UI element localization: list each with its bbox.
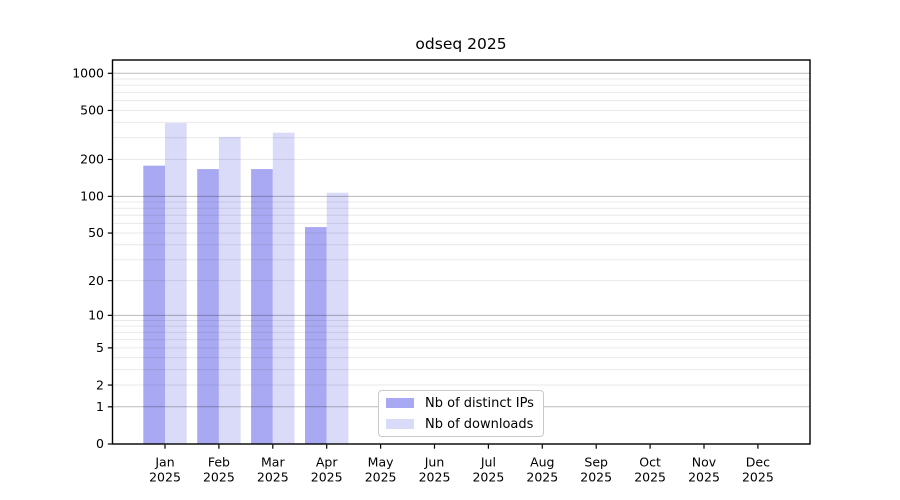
x-tick-label-year: 2025 [311, 470, 343, 485]
y-tick-label: 500 [80, 103, 104, 118]
y-tick-label: 10 [88, 308, 104, 323]
bar-mar-distinct-ips [251, 169, 273, 444]
y-tick-label: 50 [88, 225, 104, 240]
x-tick-label-month: Sep [584, 455, 608, 470]
bar-apr-distinct-ips [305, 227, 327, 444]
y-tick-label: 2 [96, 377, 104, 392]
bar-jan-distinct-ips [143, 165, 165, 445]
x-tick-label-month: May [368, 455, 394, 470]
legend: Nb of distinct IPs Nb of downloads [378, 390, 544, 437]
bar-jan-downloads [165, 123, 187, 445]
legend-item-distinct-ips: Nb of distinct IPs [386, 396, 543, 411]
bar-mar-downloads [272, 132, 295, 445]
legend-swatch-distinct-ips-icon [386, 397, 414, 409]
x-tick-label-month: Nov [692, 455, 717, 470]
legend-item-downloads: Nb of downloads [386, 417, 543, 432]
bar-apr-downloads [326, 192, 349, 444]
x-tick-label-year: 2025 [472, 470, 504, 485]
legend-swatch-downloads-icon [386, 418, 414, 430]
x-tick-label-month: Dec [746, 455, 770, 470]
x-tick-label-month: Feb [208, 455, 230, 470]
x-tick-label-year: 2025 [365, 470, 397, 485]
x-tick-label-month: Mar [261, 455, 285, 470]
legend-label-distinct-ips: Nb of distinct IPs [425, 395, 534, 411]
x-tick-label-month: Jan [154, 455, 174, 470]
chart-title: odseq 2025 [415, 35, 507, 53]
y-tick-label: 1000 [72, 66, 104, 81]
x-tick-label-month: Jul [480, 455, 496, 470]
y-tick-label: 100 [80, 189, 104, 204]
y-tick-label: 20 [88, 273, 104, 288]
x-tick-label-year: 2025 [634, 470, 666, 485]
y-tick-label: 200 [80, 152, 104, 167]
y-tick-label: 0 [96, 436, 104, 451]
x-tick-label-year: 2025 [526, 470, 558, 485]
x-tick-label-month: Aug [530, 455, 554, 470]
x-tick-label-year: 2025 [257, 470, 289, 485]
bar-feb-distinct-ips [197, 169, 219, 444]
x-tick-label-year: 2025 [149, 470, 181, 485]
x-tick-label-year: 2025 [742, 470, 774, 485]
x-tick-label-month: Apr [316, 455, 338, 470]
y-tick-label: 5 [96, 340, 104, 355]
x-tick-label-year: 2025 [203, 470, 235, 485]
x-tick-label-year: 2025 [688, 470, 720, 485]
axes-frame [111, 59, 811, 445]
x-tick-label-month: Jun [424, 455, 445, 470]
bar-feb-downloads [218, 136, 241, 444]
x-tick-label-year: 2025 [580, 470, 612, 485]
x-tick-label-year: 2025 [419, 470, 451, 485]
x-tick-label-month: Oct [639, 455, 661, 470]
legend-label-downloads: Nb of downloads [425, 416, 534, 432]
y-tick-label: 1 [96, 399, 104, 414]
